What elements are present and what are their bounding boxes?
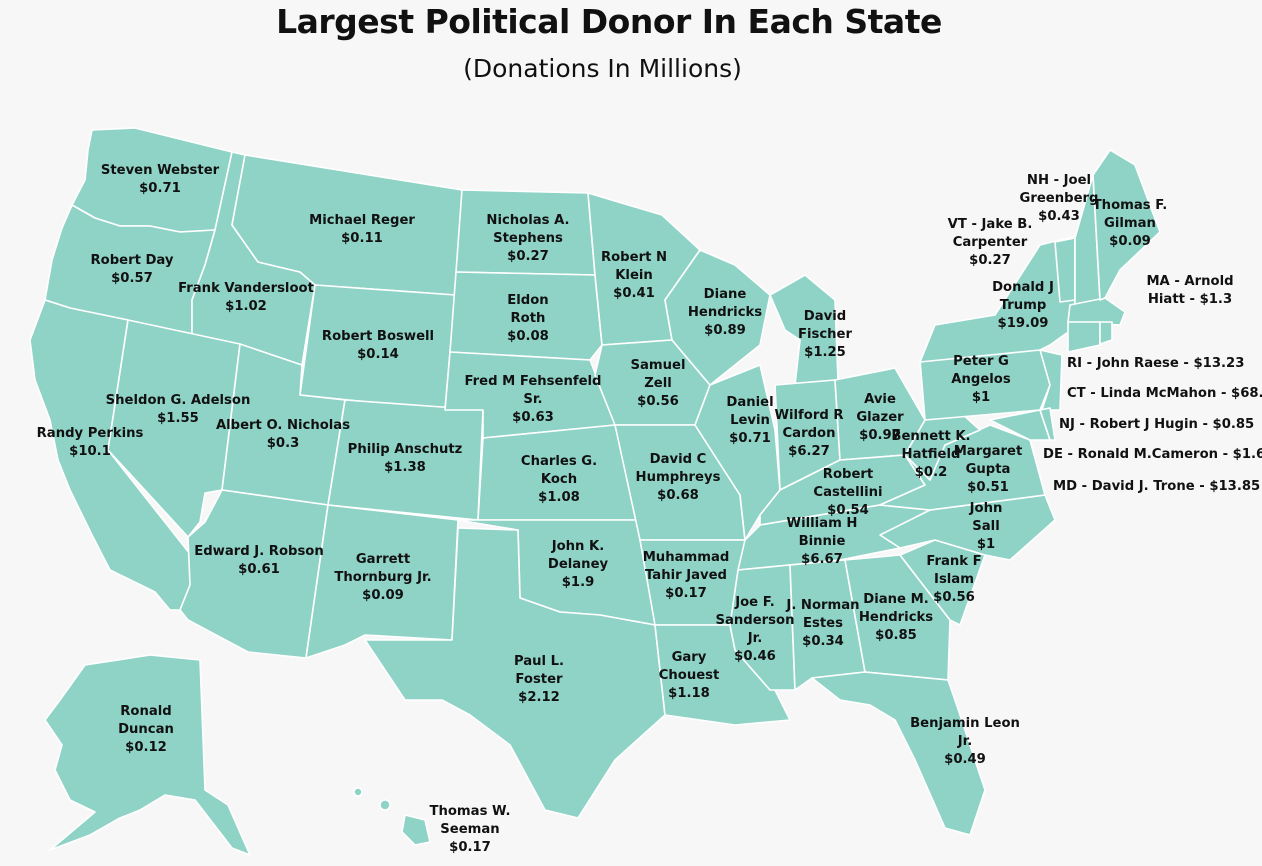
label-ND: Nicholas A. Stephens $0.27 xyxy=(486,213,570,264)
label-SD: Eldon Roth $0.08 xyxy=(507,293,549,344)
state-SD xyxy=(449,271,603,361)
label-NJ: NJ - Robert J Hugin - $0.85 xyxy=(1059,417,1255,432)
label-ME: Thomas F. Gilman $0.09 xyxy=(1092,198,1168,249)
state-HI-island xyxy=(379,799,391,811)
label-OK: John K. Delaney $1.9 xyxy=(547,539,609,590)
label-WY: Robert Boswell $0.14 xyxy=(321,329,435,362)
state-WI xyxy=(664,249,771,386)
state-DE xyxy=(1039,407,1056,441)
label-MN: Robert N Klein $0.41 xyxy=(600,250,668,301)
label-DE: DE - Ronald M.Cameron - $1.68 xyxy=(1043,447,1262,462)
label-HI: Thomas W. Seeman $0.17 xyxy=(429,804,511,855)
label-OH: Avie Glazer $0.97 xyxy=(856,392,904,443)
label-TX: Paul L. Foster $2.12 xyxy=(513,654,565,705)
label-MD: MD - David J. Trone - $13.85 xyxy=(1053,479,1261,494)
label-RI: RI - John Raese - $13.23 xyxy=(1067,356,1245,371)
label-WI: Diane Hendricks $0.89 xyxy=(687,287,763,338)
label-KS: Charles G. Koch $1.08 xyxy=(520,454,598,505)
label-SC: Frank F Islam $0.56 xyxy=(926,554,982,605)
label-IA: Samuel Zell $0.56 xyxy=(630,358,686,409)
label-IL: Daniel Levin $0.71 xyxy=(726,395,774,446)
label-MS: Joe F. Sanderson Jr. $0.46 xyxy=(715,595,795,664)
label-UT: Albert O. Nicholas $0.3 xyxy=(215,418,351,451)
label-AK: Ronald Duncan $0.12 xyxy=(118,704,174,755)
label-NM: Garrett Thornburg Jr. $0.09 xyxy=(334,552,432,603)
label-NH: NH - Joel Greenberg $0.43 xyxy=(1019,173,1099,224)
label-MA: MA - Arnold Hiatt - $1.3 xyxy=(1146,274,1234,307)
label-PA: Peter G Angelos $1 xyxy=(951,354,1011,405)
label-MT: Michael Reger $0.11 xyxy=(309,213,415,246)
state-FL xyxy=(811,671,986,836)
label-NY: Donald J Trump $19.09 xyxy=(992,280,1054,331)
label-NC: John Sall $1 xyxy=(969,501,1003,552)
label-WA: Steven Webster $0.71 xyxy=(100,163,220,196)
label-NE: Fred M Fehsenfeld Sr. $0.63 xyxy=(464,374,602,425)
label-ID: Frank Vandersloot $1.02 xyxy=(178,281,314,314)
state-RI xyxy=(1099,321,1113,345)
state-ME xyxy=(1092,149,1161,301)
label-NV: Sheldon G. Adelson $1.55 xyxy=(105,393,251,426)
state-HI-island-2 xyxy=(353,787,363,797)
label-OR: Robert Day $0.57 xyxy=(90,253,174,286)
label-GA: Diane M. Hendricks $0.85 xyxy=(858,592,934,643)
label-KY: Robert Castellini $0.54 xyxy=(813,467,883,518)
label-LA: Gary Chouest $1.18 xyxy=(658,650,720,701)
label-CA: Randy Perkins $10.1 xyxy=(36,426,144,459)
label-VT: VT - Jake B. Carpenter $0.27 xyxy=(947,217,1033,268)
state-HI xyxy=(401,814,431,846)
label-AZ: Edward J. Robson $0.61 xyxy=(194,544,324,577)
label-AR: Muhammad Tahir Javed $0.17 xyxy=(642,550,730,601)
map-title: Largest Political Donor In Each State xyxy=(276,2,942,41)
state-CT xyxy=(1067,321,1101,353)
label-MI: David Fischer $1.25 xyxy=(797,309,853,360)
map-subtitle: (Donations In Millions) xyxy=(463,54,742,83)
label-CO: Philip Anschutz $1.38 xyxy=(347,442,463,475)
state-AK xyxy=(44,654,251,856)
state-TX xyxy=(364,527,666,819)
label-TN: William H Binnie $6.67 xyxy=(786,516,858,567)
label-AL: J. Norman Estes $0.34 xyxy=(786,598,860,649)
label-VA: Margaret Gupta $0.51 xyxy=(953,444,1023,495)
label-IN: Wilford R Cardon $6.27 xyxy=(774,408,844,459)
label-WV: Bennett K. Hatfield $0.2 xyxy=(891,429,971,480)
label-MO: David C Humphreys $0.68 xyxy=(635,452,721,503)
state-SC xyxy=(899,539,986,626)
label-CT: CT - Linda McMahon - $68.88 xyxy=(1067,386,1262,401)
label-FL: Benjamin Leon Jr. $0.49 xyxy=(910,716,1020,767)
